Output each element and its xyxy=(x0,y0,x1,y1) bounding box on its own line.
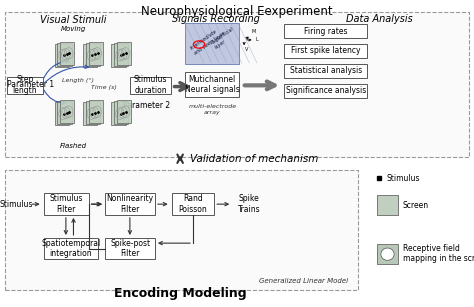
Bar xyxy=(111,102,126,125)
Text: Statistical analysis: Statistical analysis xyxy=(290,66,362,76)
Bar xyxy=(7,77,43,94)
Bar xyxy=(111,44,126,67)
Text: Parameter 2: Parameter 2 xyxy=(123,101,171,111)
Bar xyxy=(86,43,100,66)
Bar xyxy=(57,43,72,66)
Bar xyxy=(83,44,97,67)
Bar xyxy=(44,238,98,259)
Text: Spatiotemporal
integration: Spatiotemporal integration xyxy=(41,239,100,258)
Text: Length (°): Length (°) xyxy=(62,78,94,83)
Bar xyxy=(89,42,103,65)
Bar xyxy=(105,238,155,259)
Bar xyxy=(284,64,367,78)
Text: Signals Recording: Signals Recording xyxy=(172,14,260,24)
Bar xyxy=(60,100,74,123)
Text: Receptive field
mapping in the screen: Receptive field mapping in the screen xyxy=(403,243,474,263)
Bar xyxy=(55,44,69,67)
Text: Nonlinearity
Filter: Nonlinearity Filter xyxy=(107,194,154,214)
Text: Moving: Moving xyxy=(61,26,86,32)
Bar xyxy=(185,72,239,97)
Text: M: M xyxy=(251,29,255,34)
Text: Encoding Modeling: Encoding Modeling xyxy=(114,287,246,300)
Bar xyxy=(83,102,97,125)
Bar xyxy=(284,24,367,38)
Bar xyxy=(55,102,69,125)
Bar xyxy=(57,101,72,124)
Text: Flashed: Flashed xyxy=(60,143,87,149)
Bar xyxy=(284,44,367,58)
Text: Step
length: Step length xyxy=(13,76,37,95)
Bar xyxy=(377,195,398,215)
Bar xyxy=(172,193,214,215)
Bar xyxy=(114,43,128,66)
Text: Stimulus: Stimulus xyxy=(0,200,33,209)
Text: Stimulus: Stimulus xyxy=(386,173,420,183)
Bar xyxy=(86,101,100,124)
Bar xyxy=(105,193,155,215)
Bar xyxy=(130,77,171,94)
Bar xyxy=(114,101,128,124)
Text: Significance analysis: Significance analysis xyxy=(286,86,366,95)
Text: Validation of mechanism: Validation of mechanism xyxy=(190,154,318,164)
Bar xyxy=(44,193,89,215)
Ellipse shape xyxy=(381,248,394,260)
Text: Neurophysiological Eexperiment: Neurophysiological Eexperiment xyxy=(141,5,333,17)
Text: Spike
Trains: Spike Trains xyxy=(237,194,260,214)
Text: Mutichannel
Neural signals: Mutichannel Neural signals xyxy=(185,75,239,94)
Text: Data Analysis: Data Analysis xyxy=(346,14,412,24)
Text: Generalized Linear Model: Generalized Linear Model xyxy=(259,278,348,284)
Text: Firing rates: Firing rates xyxy=(304,26,347,36)
Bar xyxy=(117,100,131,123)
Text: Spike-post
Filter: Spike-post Filter xyxy=(110,239,150,258)
Bar xyxy=(89,100,103,123)
Text: multi-electrode
array: multi-electrode array xyxy=(188,104,237,115)
Bar xyxy=(60,42,74,65)
Text: Visual Stimuli: Visual Stimuli xyxy=(40,15,107,25)
Text: Superficial
layer: Superficial layer xyxy=(211,26,238,50)
Text: Rand
Poisson: Rand Poisson xyxy=(179,194,207,214)
Bar xyxy=(284,84,367,98)
Bar xyxy=(377,244,398,264)
Bar xyxy=(117,42,131,65)
Text: Screen: Screen xyxy=(403,200,429,210)
Text: L: L xyxy=(255,37,258,42)
Text: V: V xyxy=(245,47,248,52)
Text: Stimulus
duration: Stimulus duration xyxy=(134,76,167,95)
Text: Parameter 1: Parameter 1 xyxy=(7,80,55,89)
Bar xyxy=(5,170,358,290)
Text: Time (s): Time (s) xyxy=(91,85,117,90)
Text: Stimulus
Filter: Stimulus Filter xyxy=(49,194,83,214)
Bar xyxy=(185,23,239,64)
Text: First spike latency: First spike latency xyxy=(291,46,361,56)
Text: Intermediate
and deep layer: Intermediate and deep layer xyxy=(190,26,226,56)
Bar xyxy=(5,12,469,157)
